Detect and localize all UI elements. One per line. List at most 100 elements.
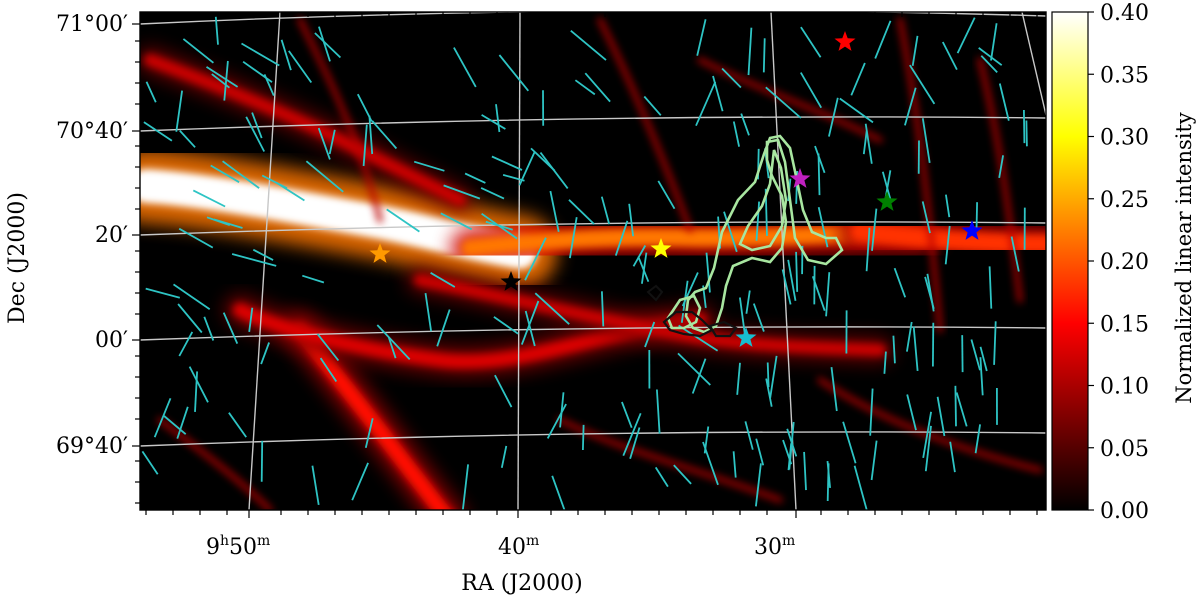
polarization-vector: [376, 324, 411, 361]
colorbar-tick-label: 0.00: [1100, 499, 1149, 524]
ra-gridline-20m: [1021, 12, 1046, 116]
colorbar-tick-label: 0.35: [1100, 63, 1149, 88]
polarization-vector: [817, 207, 829, 248]
polarization-vector: [461, 464, 469, 510]
polarization-vector: [691, 358, 707, 394]
colorbar: 0.00 0.05 0.10 0.15 0.20 0.25 0.30 0.35 0.40 Nor…: [1051, 1, 1196, 524]
polarization-vector: [988, 266, 993, 309]
polarization-vector: [974, 424, 981, 454]
polarization-vector: [223, 60, 229, 101]
polarization-vector: [621, 401, 633, 429]
polarization-vector: [826, 463, 830, 502]
polarization-vector: [869, 388, 874, 436]
polarization-vector: [811, 276, 826, 311]
heatmap-frame: [139, 11, 1047, 511]
yellow-star: [650, 238, 672, 258]
colorbar-tick-label: 0.25: [1100, 188, 1149, 213]
polarization-vector: [883, 351, 887, 374]
polarization-vector: [936, 396, 946, 437]
polarization-vector: [549, 190, 560, 232]
polarization-vector: [440, 212, 473, 231]
polarization-vector: [803, 451, 807, 491]
polarization-vector: [228, 412, 247, 438]
polarization-vector: [954, 385, 957, 427]
polarization-vector: [990, 23, 998, 61]
polarization-vector: [495, 104, 501, 133]
colorbar-tick-label: 0.15: [1100, 312, 1149, 337]
polarization-vector: [828, 97, 839, 137]
polarization-vector: [568, 199, 595, 225]
polarization-vector: [641, 252, 648, 284]
background-streak: [157, 417, 273, 510]
polarization-vector: [386, 208, 420, 233]
polarization-vector: [524, 310, 536, 347]
polarization-vector: [795, 251, 799, 292]
polarization-vector: [643, 95, 662, 116]
polarization-vector: [892, 335, 896, 364]
polarization-vector: [319, 357, 338, 383]
polarization-vector: [893, 267, 907, 298]
polarization-vector: [732, 121, 740, 147]
polarization-vector: [491, 155, 523, 171]
polarization-vector: [912, 326, 919, 371]
polarization-vector: [695, 81, 717, 127]
polarization-vector: [632, 245, 647, 267]
polarization-vector: [993, 321, 997, 365]
polarization-vector: [494, 374, 513, 408]
background-streak: [977, 57, 1023, 303]
heatmap-background: [140, 12, 1046, 510]
black-contour-c: [646, 284, 664, 302]
polarization-vector: [825, 272, 831, 317]
polarization-vector: [546, 403, 567, 439]
polarization-vector: [998, 83, 1010, 121]
dec-gridline-69-40: [140, 431, 1046, 447]
x-tick-label-9h50m: 9h50m: [206, 533, 270, 560]
green-contour-inner: [738, 149, 788, 252]
dec-gridline-71-00: [140, 12, 1046, 25]
polarization-vector: [600, 196, 611, 225]
polarization-vector: [979, 346, 988, 372]
polarization-vector: [680, 280, 689, 323]
contour-layer: [646, 134, 844, 338]
polarization-vector: [945, 194, 951, 218]
polarization-vector: [530, 147, 556, 172]
polarization-vector: [736, 362, 741, 395]
polarization-vector: [955, 392, 968, 427]
polarization-vector: [755, 438, 765, 466]
polarization-vector: [755, 201, 760, 241]
polarization-vectors: [141, 16, 1028, 510]
polarization-vector: [721, 67, 742, 89]
polarization-vector: [424, 292, 432, 332]
black-contour-b: [708, 320, 738, 338]
polarization-vector: [584, 72, 611, 103]
polarization-vector: [574, 79, 596, 96]
polarization-vector: [853, 465, 868, 510]
polarization-vector: [177, 303, 203, 334]
filament-layer: [140, 17, 1046, 510]
black-star: [500, 271, 522, 291]
polarization-vector: [864, 123, 873, 164]
polarization-vector: [949, 441, 956, 473]
polarization-vector: [500, 445, 508, 468]
polarization-vector: [252, 248, 274, 261]
polarization-vector: [316, 333, 340, 362]
polarization-vector: [944, 225, 951, 265]
polarization-vector: [314, 32, 342, 59]
polarization-vector: [850, 62, 866, 96]
colorbar-gradient: [1051, 11, 1089, 511]
polarization-vector: [318, 26, 331, 62]
polarization-vector: [924, 276, 935, 309]
y-axis-label: Dec (J2000): [5, 192, 30, 324]
x-axis-label: RA (J2000): [461, 571, 582, 596]
polarization-vector: [175, 90, 183, 132]
green-contour-small: [666, 294, 702, 330]
polarization-vector: [978, 47, 1003, 66]
polarization-vector: [288, 50, 313, 84]
polarization-vector: [192, 189, 226, 208]
polarization-vector: [356, 93, 373, 122]
polarization-vector: [176, 406, 189, 439]
polarization-vector: [924, 425, 932, 472]
polarization-vector: [194, 371, 198, 412]
polarization-vector: [814, 145, 826, 174]
